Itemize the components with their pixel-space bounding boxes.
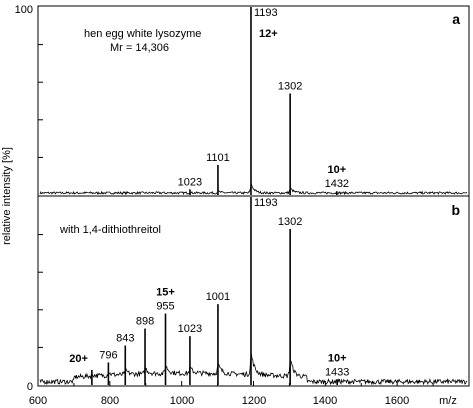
peak-label: 843 [116, 333, 134, 345]
charge-state-label: 12+ [259, 28, 278, 40]
peak-label: 1023 [178, 323, 202, 335]
peak-label: 1302 [278, 80, 302, 92]
charge-state-label: 10+ [328, 352, 347, 364]
charge-state-label: 20+ [69, 353, 88, 365]
x-tick-label: 1400 [313, 395, 337, 407]
peak-label: 1302 [278, 216, 302, 228]
peak-label: 955 [156, 301, 174, 313]
spectrum-trace [39, 353, 468, 386]
x-tick-label: 1000 [170, 395, 194, 407]
peak-label: 1193 [254, 7, 278, 19]
x-tick-label: 600 [29, 395, 47, 407]
panel-a-label: a [452, 11, 460, 27]
y-tick-label-100: 100 [15, 4, 33, 16]
peak-label: 1001 [206, 291, 230, 303]
x-axis-label: m/z [439, 395, 457, 407]
peak-label: 1023 [178, 176, 202, 188]
panel-a-annotation-mass: Mr = 14,306 [110, 42, 169, 54]
spectrum-trace [39, 182, 468, 196]
panel-b-label: b [451, 202, 460, 218]
panel-b-annotation: with 1,4-dithiothreitol [59, 224, 161, 236]
peak-label: 796 [99, 349, 117, 361]
x-tick-label: 1600 [385, 395, 409, 407]
spectrum-panel-a: 1023 1101 1193 1302 1432 12+ 10+ [39, 7, 468, 196]
peak-label: 1433 [325, 366, 349, 378]
peak-label: 1432 [325, 178, 349, 190]
y-axis-label: relative intensity [%] [1, 147, 13, 245]
x-tick-label: 1200 [242, 395, 266, 407]
y-tick-label-0: 0 [27, 381, 33, 393]
panel-a-annotation-protein: hen egg white lysozyme [84, 28, 201, 40]
peak-label: 898 [136, 316, 154, 328]
y-axis-ticks [38, 44, 43, 348]
peak-label: 1101 [206, 152, 230, 164]
charge-state-label: 15+ [156, 287, 175, 299]
x-tick-label: 800 [101, 395, 119, 407]
peak-label: 1193 [254, 197, 278, 209]
charge-state-label: 10+ [327, 164, 346, 176]
